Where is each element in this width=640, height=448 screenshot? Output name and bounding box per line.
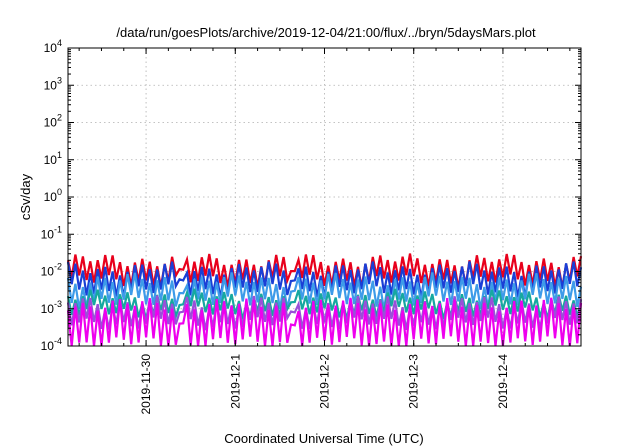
series-layer — [66, 253, 583, 347]
y-tick-label: 103 — [44, 75, 62, 92]
x-tick-label: 2019-12-4 — [496, 354, 510, 409]
series-line — [66, 295, 583, 331]
y-tick-label: 10-3 — [41, 299, 62, 316]
grid-layer — [68, 48, 581, 346]
y-tick-label: 10-2 — [41, 262, 62, 279]
y-tick-label: 101 — [44, 150, 62, 167]
y-tick-label: 100 — [44, 187, 62, 204]
y-tick-label: 10-1 — [41, 224, 62, 241]
x-tick-label: 2019-11-30 — [139, 354, 153, 415]
x-axis-label: Coordinated Universal Time (UTC) — [224, 431, 423, 446]
y-axis: 10-4 10-3 10-2 10-1 100 101 102 103 104 — [41, 38, 581, 353]
x-tick-label: 2019-12-3 — [407, 354, 421, 409]
y-tick-label: 104 — [44, 38, 62, 55]
x-axis: 2019-11-30 2019-12-1 2019-12-2 2019-12-3 201… — [78, 48, 571, 415]
x-tick-label: 2019-12-2 — [318, 354, 332, 409]
x-tick-label: 2019-12-1 — [228, 354, 242, 409]
series-line — [66, 253, 583, 289]
y-tick-label: 102 — [44, 113, 62, 130]
y-axis-label: cSv/day — [18, 173, 33, 220]
chart-title: /data/run/goesPlots/archive/2019-12-04/2… — [116, 25, 536, 40]
y-tick-label: 10-4 — [41, 336, 62, 353]
